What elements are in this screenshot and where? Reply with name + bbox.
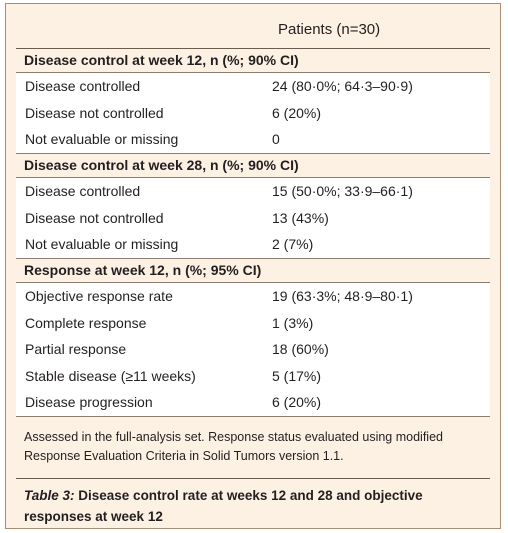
table-header: Patients (n=30)	[16, 14, 490, 49]
table-row: Stable disease (≥11 weeks) 5 (17%)	[16, 363, 490, 390]
table-row: Disease not controlled 6 (20%)	[16, 100, 490, 127]
row-value: 24 (80·0%; 64·3–90·9)	[272, 78, 413, 94]
row-value: 15 (50·0%; 33·9–66·1)	[272, 183, 413, 199]
table-row: Disease controlled 24 (80·0%; 64·3–90·9)	[16, 73, 490, 100]
row-value: 18 (60%)	[272, 341, 329, 357]
table-row: Partial response 18 (60%)	[16, 336, 490, 363]
column-title-patients: Patients (n=30)	[278, 21, 381, 38]
section-block-response-week12: Objective response rate 19 (63·3%; 48·9–…	[16, 283, 490, 417]
table-row: Objective response rate 19 (63·3%; 48·9–…	[16, 283, 490, 310]
row-label: Disease controlled	[25, 78, 141, 94]
table-frame: Patients (n=30) Disease control at week …	[5, 3, 501, 529]
table-row: Not evaluable or missing 0	[16, 126, 490, 153]
table-row: Disease not controlled 13 (43%)	[16, 205, 490, 232]
row-value: 2 (7%)	[272, 236, 314, 252]
row-label: Disease controlled	[25, 183, 141, 199]
table-row: Not evaluable or missing 2 (7%)	[16, 231, 490, 258]
section-heading-response-week12: Response at week 12, n (%; 95% CI)	[16, 259, 490, 283]
row-label: Disease not controlled	[25, 104, 164, 121]
table-row: Complete response 1 (3%)	[16, 310, 490, 337]
row-label: Not evaluable or missing	[25, 236, 179, 252]
section-block-week28-control: Disease controlled 15 (50·0%; 33·9–66·1)…	[16, 178, 490, 259]
table-row: Disease controlled 15 (50·0%; 33·9–66·1)	[16, 178, 490, 205]
row-label: Partial response	[25, 341, 127, 357]
row-value: 6 (20%)	[272, 104, 322, 121]
table-caption: Table 3: Disease control rate at weeks 1…	[24, 485, 486, 527]
row-label: Not evaluable or missing	[25, 131, 179, 147]
row-value: 6 (20%)	[272, 394, 322, 410]
row-value: 5 (17%)	[272, 367, 322, 384]
row-label: Complete response	[25, 314, 147, 331]
table-number: Table 3:	[24, 488, 75, 503]
table-row: Disease progression 6 (20%)	[16, 389, 490, 416]
row-label: Disease progression	[25, 394, 153, 410]
caption-divider	[16, 478, 490, 479]
row-label: Objective response rate	[25, 288, 173, 304]
row-label: Disease not controlled	[25, 209, 164, 226]
row-value: 0	[272, 131, 280, 147]
section-block-week12-control: Disease controlled 24 (80·0%; 64·3–90·9)…	[16, 73, 490, 154]
caption-text: Disease control rate at weeks 12 and 28 …	[24, 488, 423, 524]
section-heading-week28-control: Disease control at week 28, n (%; 90% CI…	[16, 154, 490, 178]
row-value: 13 (43%)	[272, 209, 329, 226]
table-footnote: Assessed in the full-analysis set. Respo…	[24, 430, 443, 463]
section-heading-week12-control: Disease control at week 12, n (%; 90% CI…	[16, 49, 490, 73]
row-value: 1 (3%)	[272, 314, 314, 331]
row-label: Stable disease (≥11 weeks)	[25, 367, 196, 384]
row-value: 19 (63·3%; 48·9–80·1)	[272, 288, 413, 304]
